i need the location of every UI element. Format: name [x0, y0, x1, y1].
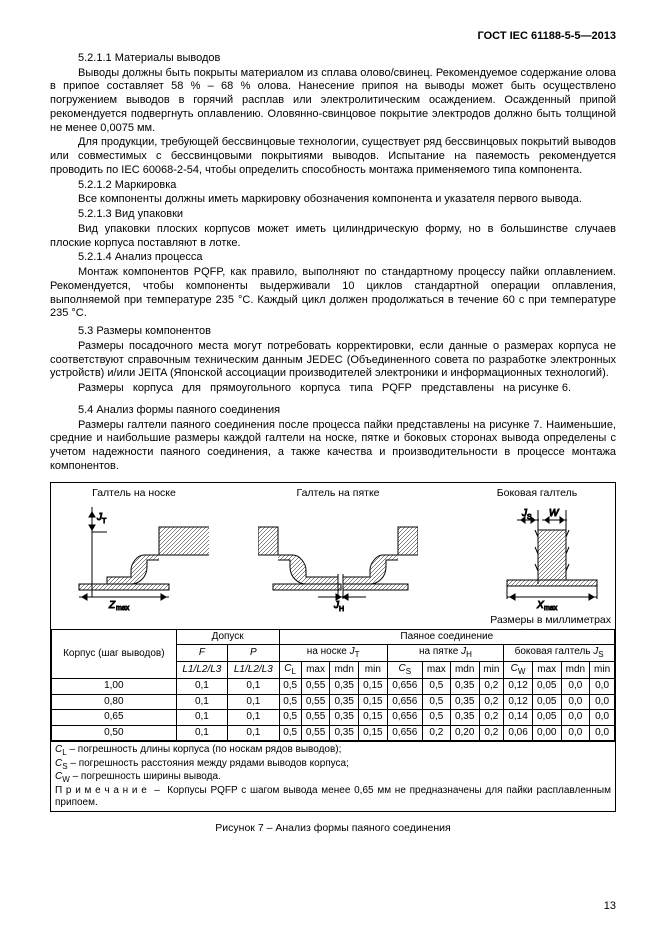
svg-text:max: max	[116, 605, 130, 612]
svg-text:max: max	[544, 605, 558, 612]
doc-header: ГОСТ IEC 61188-5-5—2013	[50, 30, 616, 44]
fillet-table: Корпус (шаг выводов) Допуск Паяное соеди…	[51, 629, 615, 742]
svg-text:X: X	[536, 600, 544, 611]
svg-text:T: T	[102, 518, 107, 525]
svg-text:W: W	[549, 508, 560, 519]
svg-text:H: H	[339, 606, 344, 612]
units-label: Размеры в миллиметрах	[51, 614, 615, 629]
table-notes: CL – погрешность длины корпуса (по носка…	[51, 741, 615, 811]
diagram-heel: Галтель на пятке J H	[258, 487, 418, 612]
figure-7: Галтель на носке J T Z max	[50, 482, 616, 813]
body-text: 5.2.1.1 Материалы выводовВыводы должны б…	[50, 52, 616, 474]
diagram-toe: Галтель на носке J T Z max	[59, 487, 209, 612]
figure-caption: Рисунок 7 – Анализ формы паяного соедине…	[50, 822, 616, 835]
page-number: 13	[604, 900, 616, 914]
diagram-side: Боковая галтель J S W	[467, 487, 607, 612]
svg-text:Z: Z	[108, 600, 116, 611]
